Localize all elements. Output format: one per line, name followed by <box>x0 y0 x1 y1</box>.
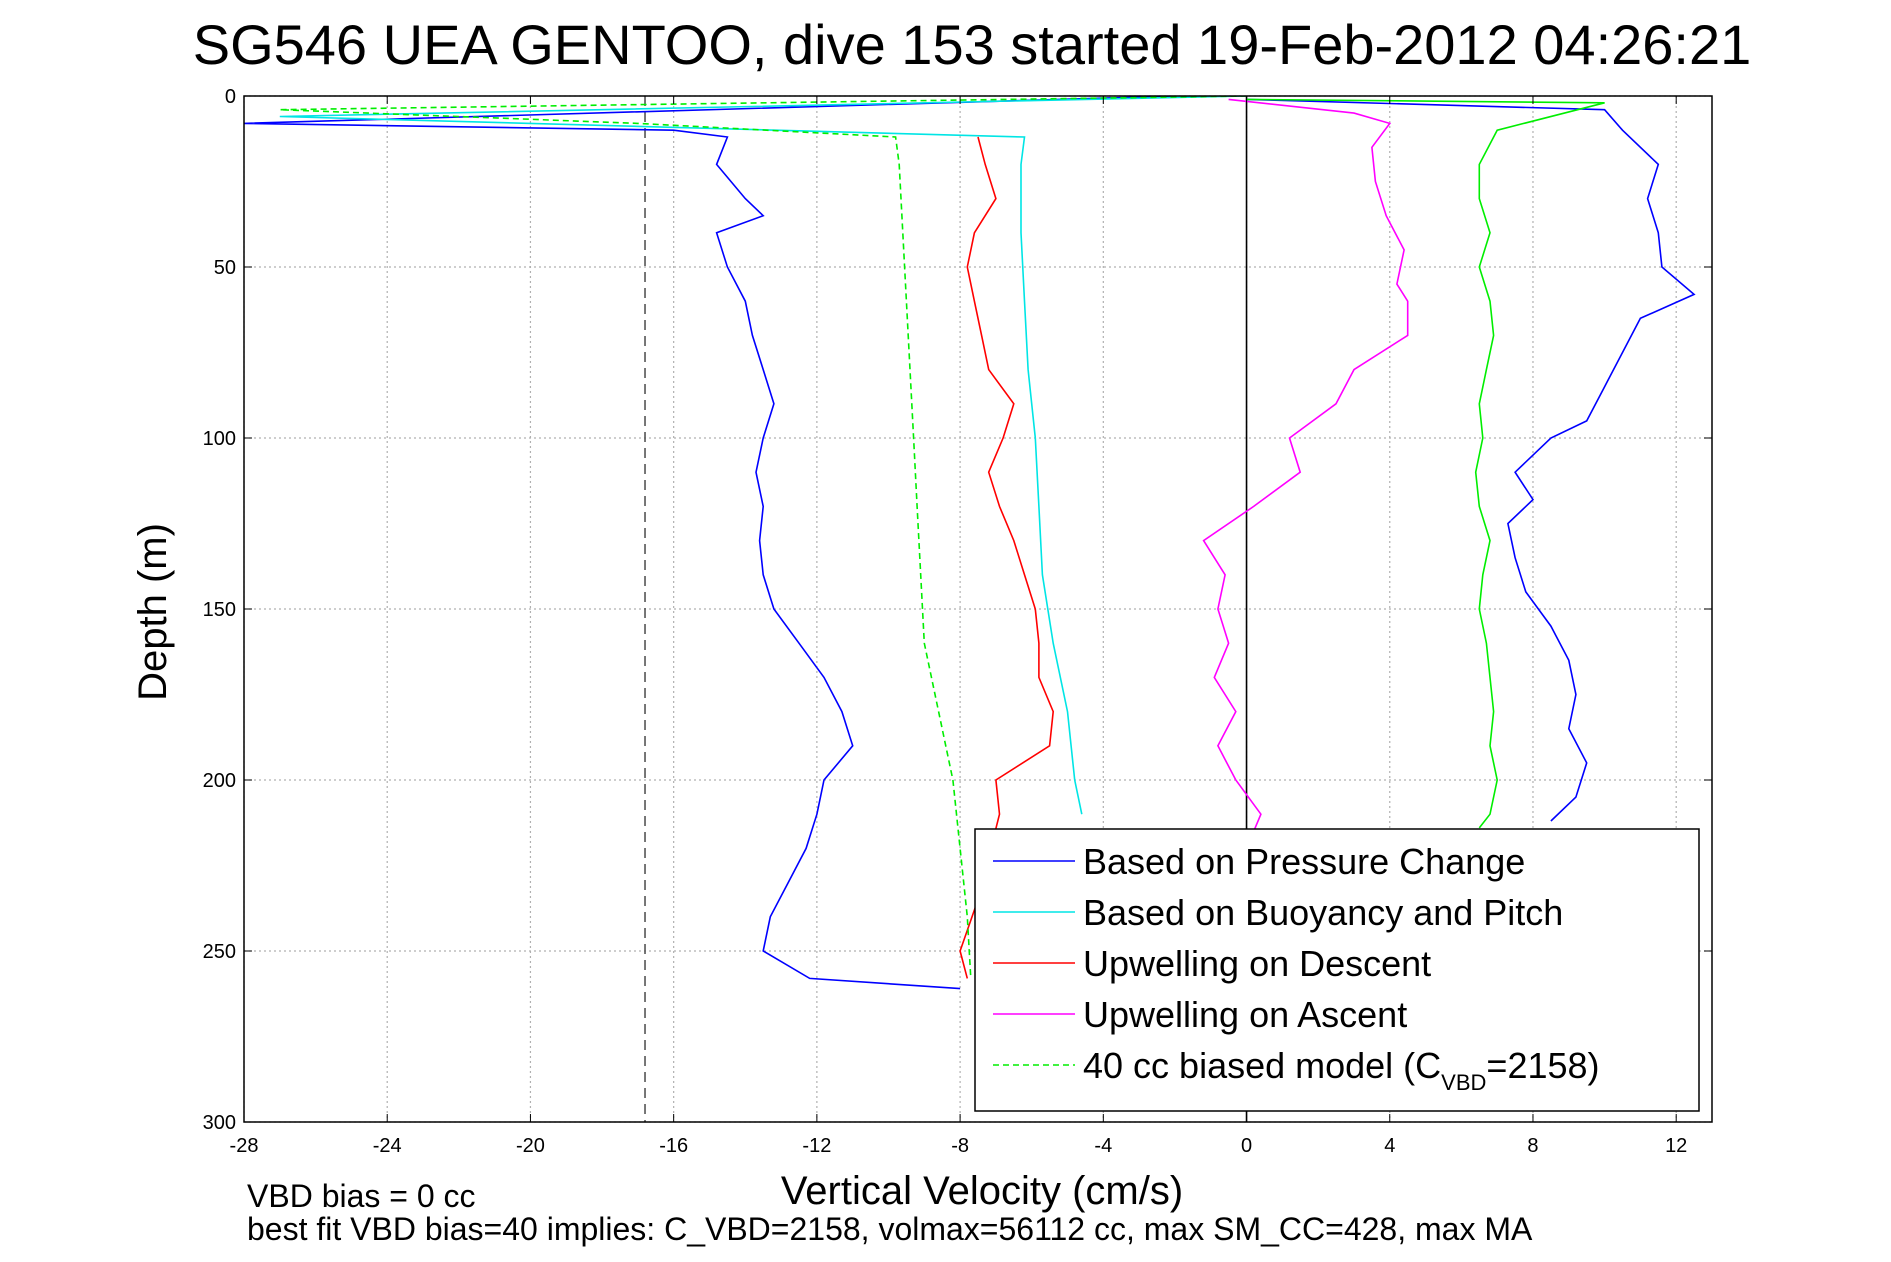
best-fit-note: best fit VBD bias=40 implies: C_VBD=2158… <box>247 1211 1533 1247</box>
x-tick-label-10: 12 <box>1665 1135 1687 1157</box>
x-tick-label-7: 0 <box>1241 1135 1252 1157</box>
legend-label-2: Upwelling on Descent <box>1083 943 1431 984</box>
x-tick-label-0: -28 <box>230 1135 259 1157</box>
x-ticks: -28 -24 -20 -16 -12 -8 -4 0 4 8 12 <box>230 96 1687 1157</box>
y-axis-label: Depth (m) <box>131 523 175 701</box>
x-tick-label-3: -16 <box>659 1135 688 1157</box>
chart-title: SG546 UEA GENTOO, dive 153 started 19-Fe… <box>193 13 1752 76</box>
x-tick-label-5: -8 <box>951 1135 969 1157</box>
vbd-bias-note: VBD bias = 0 cc <box>247 1178 476 1214</box>
y-ticks: 0 50 100 150 200 250 300 <box>203 86 1712 1134</box>
series-line-1 <box>279 96 1247 815</box>
x-tick-label-8: 4 <box>1384 1135 1395 1157</box>
x-tick-label-1: -24 <box>373 1135 402 1157</box>
y-tick-label-4: 200 <box>203 770 236 792</box>
legend-label-1: Based on Buoyancy and Pitch <box>1083 892 1563 933</box>
legend: Based on Pressure Change Based on Buoyanc… <box>974 828 1700 1112</box>
series-line-3 <box>1202 98 1409 832</box>
x-tick-label-2: -20 <box>516 1135 545 1157</box>
legend-box <box>974 828 1700 1112</box>
x-tick-label-4: -12 <box>802 1135 831 1157</box>
series-line-0 <box>244 96 1175 990</box>
series-line-6 <box>1246 98 1605 829</box>
series-line-4 <box>279 96 1247 979</box>
x-tick-label-6: -4 <box>1094 1135 1112 1157</box>
y-tick-label-3: 150 <box>203 599 236 621</box>
y-tick-label-0: 0 <box>225 86 236 108</box>
series-line-2 <box>959 136 1055 979</box>
y-tick-label-1: 50 <box>214 257 236 279</box>
series-group <box>244 96 1696 990</box>
y-tick-label-2: 100 <box>203 428 236 450</box>
y-tick-label-6: 300 <box>203 1112 236 1134</box>
y-tick-label-5: 250 <box>203 941 236 963</box>
legend-label-3: Upwelling on Ascent <box>1083 994 1407 1035</box>
legend-label-0: Based on Pressure Change <box>1083 841 1525 882</box>
x-tick-label-9: 8 <box>1527 1135 1538 1157</box>
x-axis-label: Vertical Velocity (cm/s) <box>781 1169 1183 1213</box>
series-line-5 <box>1246 98 1696 822</box>
